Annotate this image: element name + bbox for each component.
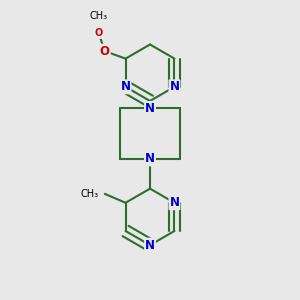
Text: N: N — [169, 196, 179, 209]
Text: N: N — [169, 80, 179, 93]
Text: O: O — [95, 28, 103, 38]
Text: CH₃: CH₃ — [81, 189, 99, 199]
Text: N: N — [145, 238, 155, 252]
Text: N: N — [121, 80, 130, 93]
Text: N: N — [145, 102, 155, 115]
Text: N: N — [145, 152, 155, 165]
Text: O: O — [100, 45, 110, 58]
Text: CH₃: CH₃ — [90, 11, 108, 22]
